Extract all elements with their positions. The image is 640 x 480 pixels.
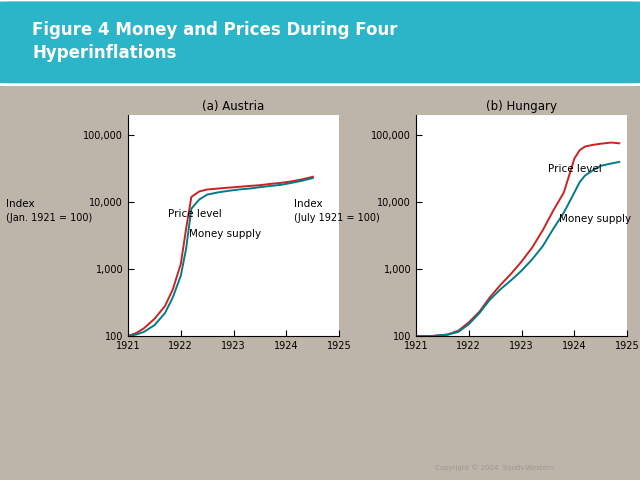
Text: Index: Index	[294, 199, 323, 209]
Text: Money supply: Money supply	[189, 229, 261, 239]
Text: Figure 4 Money and Prices During Four
Hyperinflations: Figure 4 Money and Prices During Four Hy…	[32, 21, 397, 62]
Text: Price level: Price level	[168, 209, 221, 219]
Text: (July 1921 = 100): (July 1921 = 100)	[294, 214, 380, 223]
Text: Price level: Price level	[548, 164, 602, 174]
FancyBboxPatch shape	[0, 0, 640, 84]
Text: Copyright © 2004  South-Western: Copyright © 2004 South-Western	[435, 465, 554, 471]
Text: Index: Index	[6, 199, 35, 209]
Title: (b) Hungary: (b) Hungary	[486, 100, 557, 113]
Title: (a) Austria: (a) Austria	[202, 100, 265, 113]
Text: (Jan. 1921 = 100): (Jan. 1921 = 100)	[6, 214, 93, 223]
Text: Money supply: Money supply	[559, 215, 630, 224]
